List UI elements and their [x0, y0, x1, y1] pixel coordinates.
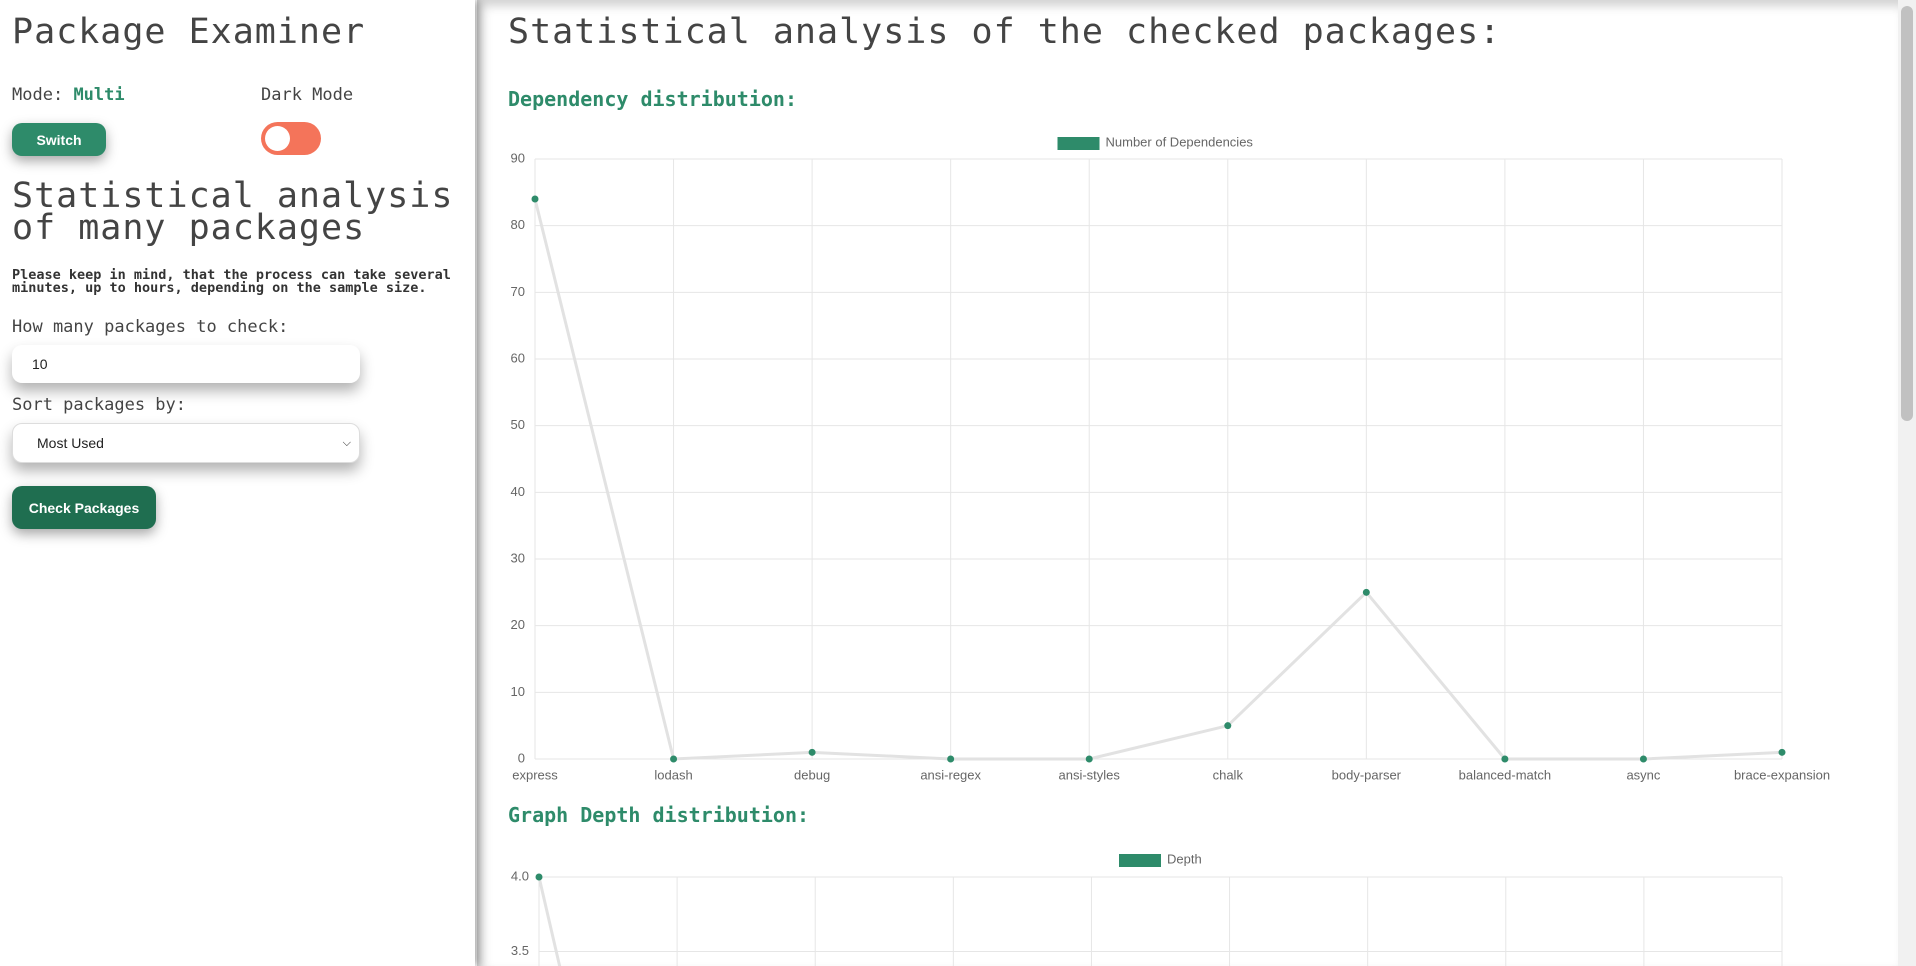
- y-tick-label: 60: [511, 350, 525, 365]
- x-tick-label: ansi-styles: [1059, 767, 1121, 782]
- legend-label: Number of Dependencies: [1106, 134, 1254, 149]
- scrollbar[interactable]: [1898, 0, 1916, 966]
- app-title: Package Examiner: [12, 12, 366, 52]
- data-point: [1778, 748, 1786, 756]
- y-tick-label: 50: [511, 417, 525, 432]
- data-point: [947, 755, 955, 763]
- data-point: [1224, 722, 1232, 730]
- x-tick-label: body-parser: [1332, 767, 1402, 782]
- x-tick-label: debug: [794, 767, 830, 782]
- y-tick-label: 30: [511, 550, 525, 565]
- dark-mode-toggle[interactable]: [261, 122, 321, 155]
- data-point: [670, 755, 678, 763]
- y-tick-label: 90: [511, 150, 525, 165]
- main-title: Statistical analysis of the checked pack…: [508, 12, 1502, 52]
- y-tick-label: 4.0: [511, 868, 529, 883]
- x-tick-label: async: [1626, 767, 1660, 782]
- y-tick-label: 80: [511, 217, 525, 232]
- series-line: [537, 876, 562, 966]
- y-tick-label: 0: [518, 750, 525, 765]
- x-tick-label: ansi-regex: [920, 767, 981, 782]
- section-title: Dependency distribution:: [508, 87, 797, 111]
- data-point: [535, 873, 543, 881]
- mode-value: Multi: [73, 85, 125, 105]
- data-point: [808, 748, 816, 756]
- switch-button[interactable]: Switch: [12, 123, 106, 156]
- mode-label: Mode:: [12, 85, 64, 105]
- sort-label: Sort packages by:: [12, 395, 186, 415]
- x-tick-label: lodash: [654, 767, 692, 782]
- sort-select[interactable]: Most Used ⌵: [12, 423, 360, 463]
- y-tick-label: 10: [511, 684, 525, 699]
- x-tick-label: brace-expansion: [1734, 767, 1830, 782]
- scroll-thumb[interactable]: [1901, 6, 1913, 421]
- dark-mode-label: Dark Mode: [261, 85, 354, 105]
- note: Please keep in mind, that the process ca…: [12, 267, 451, 296]
- series-line: [533, 198, 1783, 761]
- y-tick-label: 40: [511, 484, 525, 499]
- x-tick-label: balanced-match: [1459, 767, 1552, 782]
- mode-row: Mode: Multi: [12, 85, 125, 105]
- select-arrow: ⌵: [342, 436, 351, 449]
- data-point: [531, 195, 539, 203]
- legend-swatch: [1119, 854, 1161, 867]
- check-button[interactable]: Check Packages: [12, 486, 156, 529]
- data-point: [1085, 755, 1093, 763]
- data-point: [1639, 755, 1647, 763]
- section-title: Graph Depth distribution:: [508, 803, 810, 827]
- legend-swatch: [1057, 137, 1100, 150]
- x-tick-label: chalk: [1213, 767, 1244, 782]
- count-input[interactable]: 10: [12, 345, 360, 383]
- toggle-knob: [265, 126, 290, 151]
- y-tick-label: 70: [511, 284, 525, 299]
- data-point: [1362, 588, 1370, 596]
- data-point: [1501, 755, 1509, 763]
- y-tick-label: 20: [511, 617, 525, 632]
- main-panel: Statistical analysis of the checked pack…: [477, 0, 1898, 966]
- count-label: How many packages to check:: [12, 317, 289, 337]
- y-tick-label: 3.5: [511, 943, 529, 958]
- legend-label: Depth: [1167, 851, 1202, 866]
- section-heading: Statistical analysis of many packages: [12, 176, 454, 248]
- x-tick-label: express: [512, 767, 558, 782]
- sidebar: Package Examiner Mode: Multi Dark Mode S…: [0, 0, 475, 966]
- sort-value: Most Used: [37, 435, 104, 451]
